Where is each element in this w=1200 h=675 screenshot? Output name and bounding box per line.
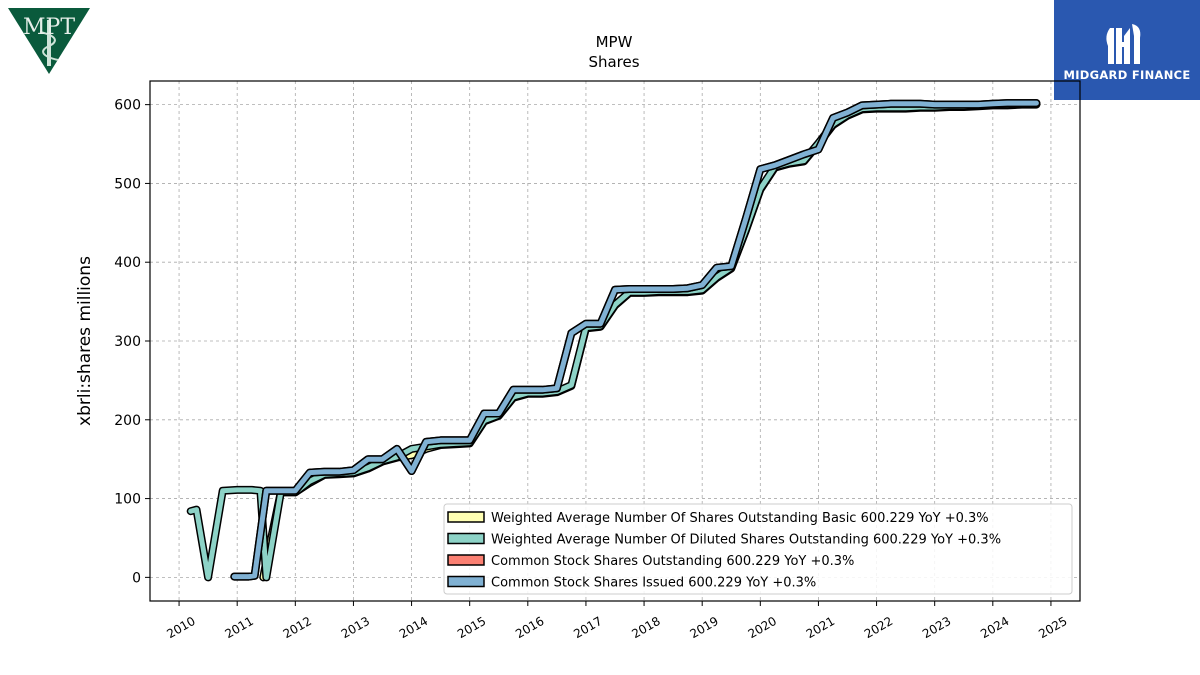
legend-label: Common Stock Shares Outstanding 600.229 … bbox=[491, 554, 854, 569]
x-tick-label: 2015 bbox=[455, 614, 488, 641]
y-tick-label: 400 bbox=[114, 255, 141, 271]
series-3 bbox=[230, 99, 1041, 581]
mpt-logo-text: MPT bbox=[23, 15, 75, 40]
chart-title: MPW bbox=[596, 33, 633, 51]
legend-label: Weighted Average Number Of Diluted Share… bbox=[491, 533, 1001, 548]
x-tick-label: 2021 bbox=[804, 614, 837, 641]
legend-label: Common Stock Shares Issued 600.229 YoY +… bbox=[491, 576, 816, 591]
y-tick-label: 200 bbox=[114, 413, 141, 429]
x-tick-label: 2025 bbox=[1036, 614, 1069, 641]
y-tick-label: 500 bbox=[114, 176, 141, 192]
legend-swatch bbox=[447, 511, 485, 523]
legend: Weighted Average Number Of Shares Outsta… bbox=[443, 503, 1073, 595]
chart-subtitle: Shares bbox=[588, 53, 639, 71]
x-tick-label: 2012 bbox=[281, 614, 314, 641]
legend-box bbox=[443, 503, 1073, 595]
midgard-finance-wordmark: MIDGARD FINANCE bbox=[1063, 68, 1191, 82]
legend-item: Weighted Average Number Of Diluted Share… bbox=[447, 532, 1001, 548]
x-ticks: 2010 2011 2012 2013 2014 2015 2016 2017 2018 2019… bbox=[164, 601, 1070, 641]
y-tick-label: 300 bbox=[114, 334, 141, 350]
x-tick-label: 2010 bbox=[164, 614, 197, 641]
series-layer bbox=[186, 99, 1041, 582]
x-tick-label: 2024 bbox=[978, 614, 1011, 641]
x-tick-label: 2020 bbox=[746, 614, 779, 641]
x-tick-label: 2019 bbox=[687, 614, 720, 641]
x-tick-label: 2018 bbox=[629, 614, 662, 641]
legend-swatch bbox=[447, 575, 485, 588]
y-ticks: 0 100 200 300 400 500 600 bbox=[114, 98, 150, 586]
x-tick-label: 2011 bbox=[222, 614, 255, 641]
midgard-finance-logo: MIDGARD FINANCE bbox=[1054, 0, 1200, 100]
y-axis-label: xbrli:shares millions bbox=[75, 256, 95, 426]
legend-swatch bbox=[447, 554, 485, 566]
x-tick-label: 2013 bbox=[339, 614, 372, 641]
x-tick-label: 2023 bbox=[920, 614, 953, 641]
legend-item: Weighted Average Number Of Shares Outsta… bbox=[447, 511, 989, 526]
y-tick-label: 600 bbox=[114, 98, 141, 114]
x-tick-label: 2017 bbox=[571, 614, 604, 641]
mpt-logo: MPT bbox=[6, 6, 92, 76]
legend-label: Weighted Average Number Of Shares Outsta… bbox=[491, 511, 989, 526]
x-tick-label: 2014 bbox=[397, 614, 430, 641]
x-tick-label: 2022 bbox=[862, 614, 895, 641]
legend-item: Common Stock Shares Issued 600.229 YoY +… bbox=[447, 575, 816, 591]
midgard-emblem-icon bbox=[1106, 24, 1141, 64]
y-tick-label: 100 bbox=[114, 492, 141, 508]
y-tick-label: 0 bbox=[132, 570, 141, 586]
series-line bbox=[231, 100, 1039, 580]
legend-swatch bbox=[447, 532, 485, 545]
legend-item: Common Stock Shares Outstanding 600.229 … bbox=[447, 554, 854, 569]
caduceus-snake-icon bbox=[39, 31, 59, 61]
caduceus-staff-icon bbox=[47, 20, 51, 66]
x-tick-label: 2016 bbox=[513, 614, 546, 641]
